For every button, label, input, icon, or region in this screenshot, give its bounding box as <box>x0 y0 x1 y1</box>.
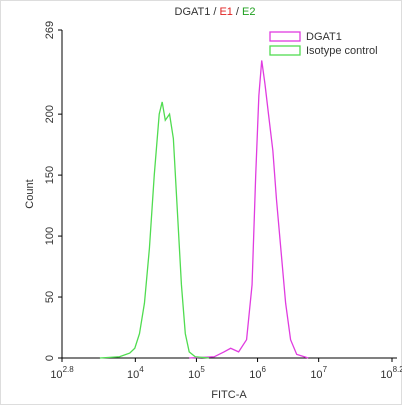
histogram-line <box>99 101 210 359</box>
x-tick-label: 106 <box>249 365 266 381</box>
x-tick-label: 105 <box>188 365 205 381</box>
y-tick-label: 0 <box>44 355 56 361</box>
x-tick-label: 104 <box>127 365 144 381</box>
y-tick-label: 200 <box>44 105 56 123</box>
legend-swatch <box>269 31 301 42</box>
x-tick-label: 107 <box>310 365 327 381</box>
y-axis-label: Count <box>24 179 36 208</box>
y-tick-label: 50 <box>44 291 56 303</box>
y-tick-label: 269 <box>44 21 56 39</box>
x-tick-label: 102.8 <box>50 365 74 381</box>
title-part: / <box>213 6 217 18</box>
legend-label: Isotype control <box>306 45 378 57</box>
chart-title: DGAT1/E1/E2 <box>175 6 256 18</box>
histogram-line <box>189 60 309 359</box>
y-tick-label: 100 <box>44 227 56 245</box>
legend-label: DGAT1 <box>306 31 342 43</box>
title-part: / <box>236 6 240 18</box>
x-tick-label: 108.2 <box>380 365 402 381</box>
title-part: E1 <box>219 6 232 18</box>
title-part: E2 <box>242 6 255 18</box>
title-part: DGAT1 <box>175 6 211 18</box>
legend-swatch <box>269 45 301 56</box>
y-tick-label: 150 <box>44 166 56 184</box>
x-axis-label: FITC-A <box>211 389 247 401</box>
